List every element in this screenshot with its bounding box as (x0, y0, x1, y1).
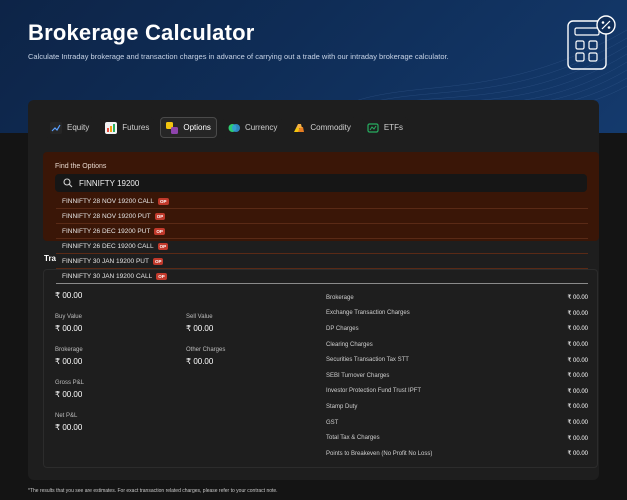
charge-row: DP Charges ₹ 00.00 (326, 321, 588, 337)
tab-futures[interactable]: Futures (100, 117, 155, 138)
charge-value: ₹ 00.00 (567, 451, 589, 458)
charge-label: Stamp Duty (326, 403, 358, 410)
net-pl-value: ₹ 00.00 (55, 423, 83, 432)
charge-label: Clearing Charges (326, 341, 373, 348)
option-label: FINNIFTY 28 NOV 19200 PUT (62, 212, 151, 220)
option-label: FINNIFTY 30 JAN 19200 PUT (62, 257, 149, 265)
option-type-badge: OP (152, 257, 164, 265)
option-label: FINNIFTY 28 NOV 19200 CALL (62, 197, 155, 205)
charge-value: ₹ 00.00 (567, 357, 589, 364)
gross-pl-label: Gross P&L (55, 380, 85, 386)
option-label: FINNIFTY 26 DEC 19200 CALL (62, 242, 154, 250)
dropdown-option[interactable]: FINNIFTY 28 NOV 19200 CALL OP (56, 194, 588, 209)
charge-label: Total Tax & Charges (326, 435, 380, 442)
buy-value-label: Buy Value (55, 314, 82, 320)
charge-row: Points to Breakeven (No Profit No Loss) ₹… (326, 446, 588, 462)
charge-value: ₹ 00.00 (567, 435, 589, 442)
charge-value: ₹ 00.00 (567, 326, 589, 333)
page-subtitle: Calculate Intraday brokerage and transac… (28, 52, 449, 61)
charge-value: ₹ 00.00 (567, 310, 589, 317)
tab-label: ETFs (383, 123, 403, 132)
charge-value: ₹ 00.00 (567, 404, 589, 411)
charge-row: Investor Protection Fund Trust IPFT ₹ 00.… (326, 384, 588, 400)
find-options-panel: Find the Options FINNIFTY 19200 (43, 152, 599, 241)
charges-breakdown: Brokerage ₹ 00.00 Exchange Transaction Ch… (326, 290, 588, 462)
tab-label: Currency (244, 123, 278, 132)
tab-commodity[interactable]: Commodity (288, 117, 356, 138)
option-type-badge: OP (158, 197, 169, 205)
charge-value: ₹ 00.00 (567, 342, 589, 349)
dropdown-option[interactable]: FINNIFTY 26 DEC 19200 CALL OP (56, 239, 588, 254)
tab-currency[interactable]: Currency (222, 117, 283, 138)
tab-equity[interactable]: Equity (45, 117, 95, 138)
search-value: FINNIFTY 19200 (79, 178, 140, 188)
futures-icon (105, 121, 118, 134)
buy-value: ₹ 00.00 (55, 324, 83, 333)
commodity-icon (293, 122, 305, 134)
page-title: Brokerage Calculator (28, 20, 255, 45)
net-pl-label: Net P&L (55, 413, 78, 419)
tab-label: Futures (122, 123, 150, 132)
find-options-label: Find the Options (55, 163, 107, 170)
charge-label: Points to Breakeven (No Profit No Loss) (326, 450, 433, 457)
section-heading: Tra (44, 254, 57, 263)
etfs-icon (367, 122, 379, 134)
tab-etfs[interactable]: ETFs (361, 117, 408, 138)
charge-row: SEBI Turnover Charges ₹ 00.00 (326, 368, 588, 384)
options-dropdown: FINNIFTY 28 NOV 19200 CALL OP FINNIFTY 28… (56, 194, 588, 284)
calculator-card: Equity Futures Options Currency Commodit… (28, 100, 599, 480)
charge-row: Brokerage ₹ 00.00 (326, 290, 588, 306)
search-icon (63, 178, 73, 188)
charge-value: ₹ 00.00 (567, 373, 589, 380)
currency-icon (228, 122, 240, 134)
charge-row: GST ₹ 00.00 (326, 415, 588, 431)
other-charges-label: Other Charges (186, 347, 226, 353)
tab-label: Options (183, 123, 211, 132)
charge-label: Securities Transaction Tax STT (326, 357, 409, 364)
other-charges-value: ₹ 00.00 (186, 357, 214, 366)
options-icon (166, 121, 179, 134)
results-panel (43, 269, 598, 468)
brokerage-value: ₹ 00.00 (55, 357, 83, 366)
tab-label: Commodity (310, 123, 351, 132)
charge-row: Total Tax & Charges ₹ 00.00 (326, 430, 588, 446)
brokerage-label: Brokerage (55, 347, 83, 353)
dropdown-option[interactable]: FINNIFTY 26 DEC 19200 PUT OP (56, 224, 588, 239)
charge-row: Exchange Transaction Charges ₹ 00.00 (326, 306, 588, 322)
dropdown-option[interactable]: FINNIFTY 28 NOV 19200 PUT OP (56, 209, 588, 224)
option-type-badge: OP (156, 272, 167, 280)
charge-row: Securities Transaction Tax STT ₹ 00.00 (326, 352, 588, 368)
equity-icon (50, 121, 62, 134)
charge-label: SEBI Turnover Charges (326, 372, 390, 379)
sell-value: ₹ 00.00 (186, 324, 214, 333)
option-type-badge: OP (157, 242, 169, 250)
calculator-icon (567, 15, 616, 70)
charge-row: Stamp Duty ₹ 00.00 (326, 399, 588, 415)
charge-label: DP Charges (326, 325, 359, 332)
charge-label: Brokerage (326, 294, 354, 301)
option-label: FINNIFTY 26 DEC 19200 PUT (62, 227, 151, 235)
dropdown-option[interactable]: FINNIFTY 30 JAN 19200 PUT OP (56, 254, 588, 269)
disclaimer-footnote: *The results that you see are estimates.… (28, 488, 278, 494)
top-total-value: ₹ 00.00 (55, 291, 83, 300)
option-type-badge: OP (154, 212, 166, 220)
dropdown-option[interactable]: FINNIFTY 30 JAN 19200 CALL OP (56, 269, 588, 284)
charge-value: ₹ 00.00 (567, 420, 589, 427)
option-label: FINNIFTY 30 JAN 19200 CALL (62, 272, 153, 280)
tab-options[interactable]: Options (160, 117, 217, 138)
charge-label: Investor Protection Fund Trust IPFT (326, 388, 422, 395)
charge-row: Clearing Charges ₹ 00.00 (326, 337, 588, 353)
charge-value: ₹ 00.00 (567, 295, 589, 302)
search-input[interactable]: FINNIFTY 19200 (55, 174, 587, 192)
sell-value-label: Sell Value (186, 314, 213, 320)
charge-label: GST (326, 419, 339, 426)
charge-value: ₹ 00.00 (567, 388, 589, 395)
option-type-badge: OP (154, 227, 165, 235)
tab-label: Equity (67, 123, 90, 132)
gross-pl-value: ₹ 00.00 (55, 390, 83, 399)
market-tabs: Equity Futures Options Currency Commodit… (45, 117, 408, 138)
charge-label: Exchange Transaction Charges (326, 310, 410, 317)
